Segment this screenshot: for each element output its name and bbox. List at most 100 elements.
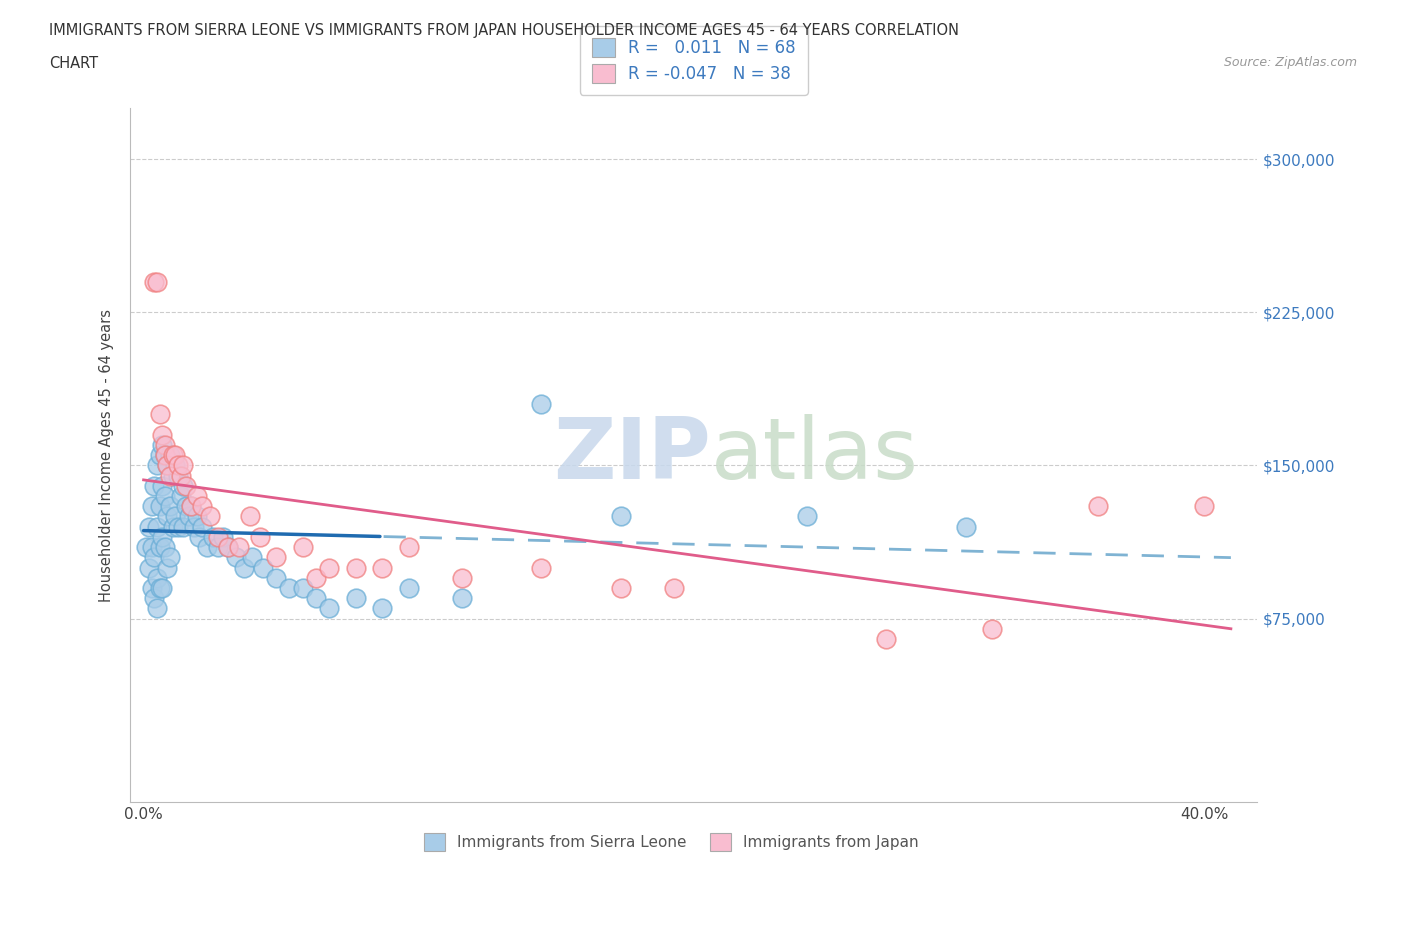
Point <box>165 458 187 472</box>
Point <box>153 447 176 462</box>
Point <box>162 468 184 483</box>
Point <box>141 498 163 513</box>
Point <box>138 519 160 534</box>
Point <box>146 519 169 534</box>
Point <box>150 529 173 544</box>
Point <box>146 274 169 289</box>
Point <box>610 580 633 595</box>
Point <box>174 478 197 493</box>
Point <box>530 397 553 412</box>
Point <box>530 560 553 575</box>
Point <box>207 529 229 544</box>
Point <box>249 529 271 544</box>
Point <box>398 539 420 554</box>
Point <box>135 539 157 554</box>
Point <box>207 539 229 554</box>
Legend: Immigrants from Sierra Leone, Immigrants from Japan: Immigrants from Sierra Leone, Immigrants… <box>418 828 925 857</box>
Point <box>159 550 181 565</box>
Point <box>1194 498 1216 513</box>
Point <box>201 529 224 544</box>
Point <box>146 601 169 616</box>
Point <box>172 519 194 534</box>
Point <box>170 468 193 483</box>
Point <box>291 539 314 554</box>
Point <box>167 458 190 472</box>
Point <box>153 447 176 462</box>
Point <box>148 498 170 513</box>
Point <box>138 560 160 575</box>
Point <box>146 458 169 472</box>
Point <box>278 580 301 595</box>
Point <box>156 458 179 472</box>
Point <box>150 437 173 452</box>
Point <box>228 539 250 554</box>
Point <box>159 468 181 483</box>
Point <box>318 601 340 616</box>
Point <box>167 468 190 483</box>
Point <box>177 509 200 524</box>
Point <box>148 447 170 462</box>
Point <box>156 458 179 472</box>
Point <box>344 560 367 575</box>
Point <box>239 509 262 524</box>
Point <box>955 519 977 534</box>
Point <box>291 580 314 595</box>
Point <box>143 274 166 289</box>
Point <box>148 580 170 595</box>
Point <box>146 570 169 585</box>
Point <box>148 539 170 554</box>
Point <box>212 529 235 544</box>
Point <box>156 560 179 575</box>
Point <box>165 447 187 462</box>
Point <box>796 509 818 524</box>
Point <box>172 478 194 493</box>
Text: atlas: atlas <box>711 414 918 497</box>
Point <box>264 570 287 585</box>
Point <box>180 498 202 513</box>
Point <box>662 580 685 595</box>
Point <box>141 539 163 554</box>
Point <box>195 539 218 554</box>
Point <box>141 580 163 595</box>
Point <box>174 498 197 513</box>
Point <box>150 427 173 442</box>
Point <box>305 591 328 605</box>
Text: CHART: CHART <box>49 56 98 71</box>
Point <box>143 591 166 605</box>
Point <box>233 560 256 575</box>
Point <box>167 519 190 534</box>
Y-axis label: Householder Income Ages 45 - 64 years: Householder Income Ages 45 - 64 years <box>100 309 114 602</box>
Point <box>162 447 184 462</box>
Point <box>1087 498 1109 513</box>
Point <box>143 478 166 493</box>
Point <box>225 550 247 565</box>
Point <box>264 550 287 565</box>
Point <box>159 498 181 513</box>
Point <box>148 407 170 422</box>
Point <box>153 488 176 503</box>
Point <box>188 529 211 544</box>
Text: Source: ZipAtlas.com: Source: ZipAtlas.com <box>1223 56 1357 69</box>
Point <box>305 570 328 585</box>
Point <box>252 560 274 575</box>
Point <box>450 591 472 605</box>
Point <box>217 539 239 554</box>
Point <box>450 570 472 585</box>
Point <box>318 560 340 575</box>
Point <box>217 539 239 554</box>
Point <box>186 509 208 524</box>
Point <box>143 550 166 565</box>
Point <box>156 509 179 524</box>
Point <box>186 488 208 503</box>
Point <box>150 580 173 595</box>
Point <box>159 447 181 462</box>
Point <box>981 621 1004 636</box>
Text: ZIP: ZIP <box>553 414 711 497</box>
Point <box>875 631 897 646</box>
Point <box>180 498 202 513</box>
Point <box>610 509 633 524</box>
Point <box>153 539 176 554</box>
Point <box>183 519 205 534</box>
Point <box>191 519 214 534</box>
Point <box>371 601 394 616</box>
